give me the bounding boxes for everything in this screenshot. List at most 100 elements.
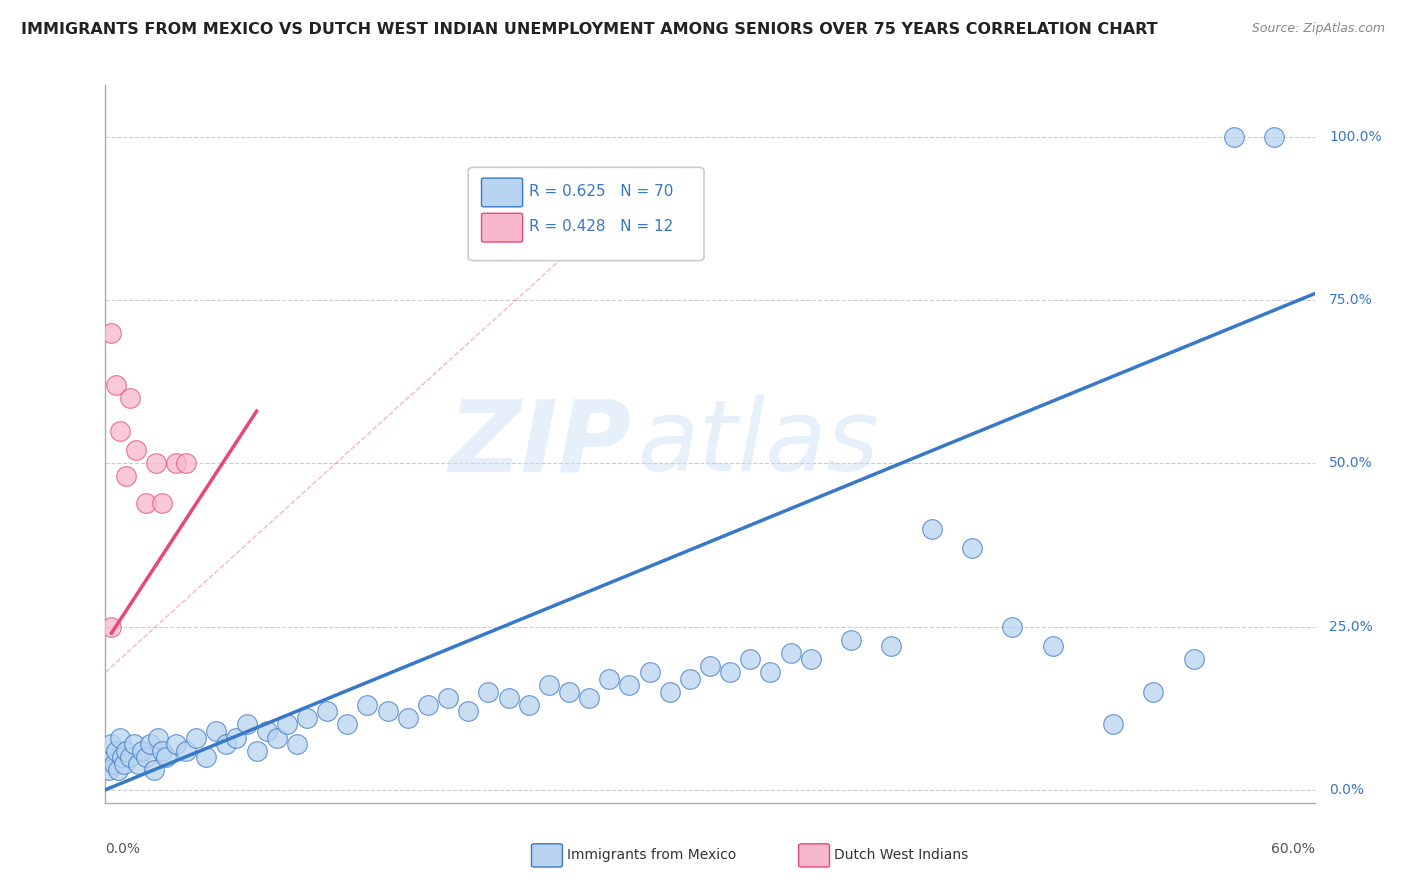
Point xyxy=(155,750,177,764)
Point xyxy=(295,711,318,725)
Text: ZIP: ZIP xyxy=(449,395,631,492)
Point xyxy=(127,756,149,771)
Point xyxy=(100,619,122,633)
Point xyxy=(118,391,141,405)
Point xyxy=(839,632,862,647)
Point xyxy=(165,456,187,470)
Point xyxy=(638,665,661,680)
Point xyxy=(517,698,540,712)
Point xyxy=(165,737,187,751)
FancyBboxPatch shape xyxy=(481,213,523,242)
Point xyxy=(266,731,288,745)
Text: 75.0%: 75.0% xyxy=(1329,293,1372,307)
Point xyxy=(1182,652,1205,666)
Text: Source: ZipAtlas.com: Source: ZipAtlas.com xyxy=(1251,22,1385,36)
Point xyxy=(285,737,308,751)
Text: IMMIGRANTS FROM MEXICO VS DUTCH WEST INDIAN UNEMPLOYMENT AMONG SENIORS OVER 75 Y: IMMIGRANTS FROM MEXICO VS DUTCH WEST IND… xyxy=(21,22,1157,37)
Point xyxy=(498,691,520,706)
Point xyxy=(104,743,127,757)
Point xyxy=(114,469,136,483)
Point xyxy=(118,750,141,764)
Point xyxy=(699,658,721,673)
Point xyxy=(759,665,782,680)
Point xyxy=(377,705,399,719)
Point xyxy=(1102,717,1125,731)
Point xyxy=(108,731,131,745)
Point xyxy=(195,750,218,764)
Point xyxy=(131,743,153,757)
Text: 0.0%: 0.0% xyxy=(105,842,141,856)
Point xyxy=(1001,619,1024,633)
Point xyxy=(437,691,460,706)
Point xyxy=(215,737,238,751)
Text: Immigrants from Mexico: Immigrants from Mexico xyxy=(567,847,735,862)
FancyBboxPatch shape xyxy=(481,178,523,207)
Point xyxy=(800,652,823,666)
Text: Dutch West Indians: Dutch West Indians xyxy=(834,847,967,862)
Point xyxy=(145,456,167,470)
Point xyxy=(276,717,298,731)
Point xyxy=(150,743,173,757)
Point xyxy=(779,646,801,660)
Point xyxy=(658,685,681,699)
Point xyxy=(246,743,269,757)
Point xyxy=(107,763,129,777)
Point xyxy=(135,495,157,509)
Point xyxy=(880,639,903,653)
Point xyxy=(100,326,122,340)
Text: R = 0.625   N = 70: R = 0.625 N = 70 xyxy=(529,184,673,199)
Point xyxy=(235,717,257,731)
Point xyxy=(124,443,148,458)
Point xyxy=(921,522,943,536)
Text: R = 0.428   N = 12: R = 0.428 N = 12 xyxy=(529,219,673,235)
Point xyxy=(186,731,208,745)
Text: 100.0%: 100.0% xyxy=(1329,130,1382,144)
Point xyxy=(174,456,197,470)
Point xyxy=(578,691,600,706)
Text: 60.0%: 60.0% xyxy=(1271,842,1315,856)
Point xyxy=(139,737,162,751)
Text: 25.0%: 25.0% xyxy=(1329,620,1372,633)
Point xyxy=(142,763,165,777)
Point xyxy=(150,495,173,509)
Point xyxy=(112,756,135,771)
Point xyxy=(205,724,228,739)
Point xyxy=(110,750,132,764)
Point xyxy=(960,541,983,556)
Point xyxy=(619,678,641,692)
Point xyxy=(1042,639,1064,653)
Point xyxy=(316,705,339,719)
Point xyxy=(104,378,127,392)
Point xyxy=(103,756,125,771)
Point xyxy=(356,698,378,712)
Point xyxy=(336,717,359,731)
Point xyxy=(1223,130,1246,145)
Point xyxy=(256,724,278,739)
Point xyxy=(1142,685,1164,699)
Point xyxy=(225,731,247,745)
Point xyxy=(135,750,157,764)
Text: atlas: atlas xyxy=(637,395,879,492)
Point xyxy=(558,685,581,699)
Point xyxy=(396,711,419,725)
Point xyxy=(98,763,121,777)
Point xyxy=(416,698,439,712)
Point xyxy=(96,750,118,764)
Point xyxy=(108,424,131,438)
Point xyxy=(537,678,560,692)
Text: 50.0%: 50.0% xyxy=(1329,457,1372,470)
Point xyxy=(477,685,499,699)
FancyBboxPatch shape xyxy=(468,168,704,260)
Point xyxy=(122,737,145,751)
Point xyxy=(174,743,197,757)
Point xyxy=(1263,130,1285,145)
Point xyxy=(100,737,122,751)
Point xyxy=(679,672,702,686)
Point xyxy=(114,743,136,757)
Point xyxy=(146,731,169,745)
Point xyxy=(718,665,741,680)
Point xyxy=(740,652,762,666)
Point xyxy=(457,705,479,719)
Point xyxy=(598,672,620,686)
Text: 0.0%: 0.0% xyxy=(1329,783,1364,797)
